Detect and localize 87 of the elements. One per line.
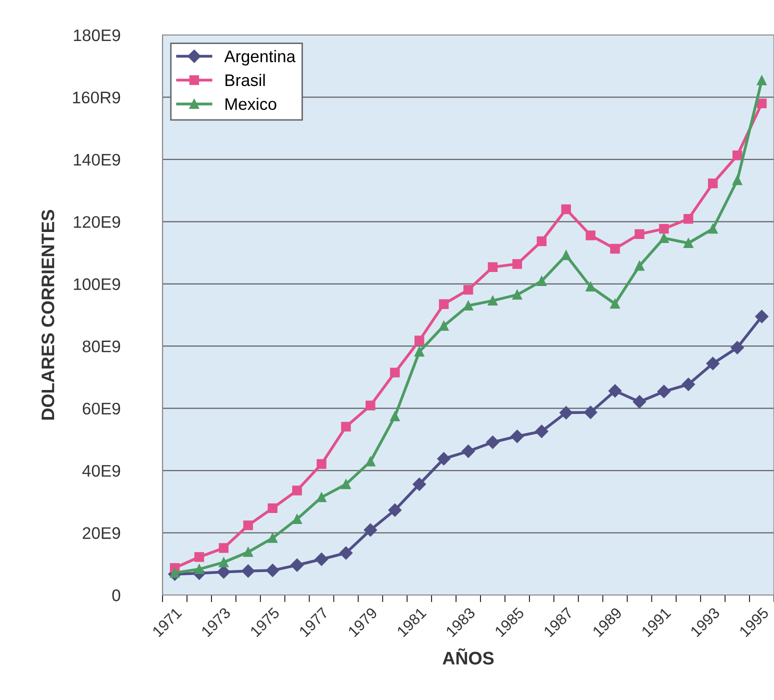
point: [488, 296, 498, 306]
point: [341, 422, 351, 432]
point: [610, 298, 620, 309]
point: [316, 492, 326, 502]
y-tick-label: 160R9: [73, 92, 120, 104]
legend-label: Brasil: [226, 74, 265, 86]
point: [266, 564, 280, 578]
point: [438, 299, 449, 309]
point: [512, 290, 522, 300]
y-tick-label: 60E9: [82, 402, 120, 415]
point: [610, 244, 620, 254]
point: [268, 503, 278, 514]
point: [561, 204, 571, 214]
point: [243, 547, 254, 557]
y-tick-label: 40E9: [82, 464, 120, 477]
point: [488, 262, 498, 272]
point: [536, 236, 547, 246]
point: [659, 233, 669, 244]
point: [170, 568, 180, 578]
point: [608, 384, 622, 398]
point: [437, 452, 450, 466]
y-tick-label: 80E9: [82, 340, 120, 352]
point: [634, 260, 644, 271]
point: [512, 259, 522, 269]
point: [412, 478, 426, 491]
point: [438, 321, 449, 331]
point: [682, 378, 695, 391]
point: [684, 238, 694, 248]
point: [510, 430, 524, 443]
point: [586, 230, 596, 240]
point: [242, 564, 255, 578]
y-tick-label: 0: [112, 589, 120, 602]
point: [341, 479, 351, 490]
point: [364, 523, 378, 537]
x-axis-title: AÑOS: [442, 648, 494, 665]
point: [659, 224, 669, 234]
point: [339, 546, 353, 560]
point: [366, 456, 376, 466]
point: [292, 486, 302, 496]
point: [366, 400, 376, 410]
point: [706, 356, 720, 370]
point: [218, 543, 229, 553]
y-tick-label: 180E9: [74, 29, 120, 42]
point: [414, 336, 424, 346]
point: [243, 520, 254, 530]
y-tick-label: 140E9: [74, 154, 120, 166]
point: [560, 406, 573, 420]
point: [390, 412, 400, 422]
point: [634, 229, 644, 239]
point: [463, 284, 474, 295]
point: [755, 310, 768, 324]
point: [708, 224, 718, 234]
legend-label: Mexico: [226, 98, 276, 110]
point: [535, 424, 548, 438]
point: [218, 557, 229, 568]
point: [314, 552, 328, 566]
point: [414, 346, 424, 357]
y-tick-label: 120E9: [74, 216, 120, 228]
point: [486, 436, 500, 449]
point: [292, 514, 302, 524]
point: [463, 300, 474, 311]
point: [390, 368, 400, 378]
point: [584, 406, 598, 419]
point: [268, 533, 278, 543]
point: [194, 552, 204, 562]
point: [586, 282, 596, 292]
y-tick-label: 100E9: [74, 278, 120, 290]
point: [730, 341, 744, 354]
point: [217, 565, 230, 579]
y-axis-title: DOLARES CORRIENTES: [42, 210, 54, 420]
point: [316, 459, 326, 469]
point: [388, 503, 402, 517]
y-tick-label: 20E9: [82, 527, 120, 539]
point: [194, 564, 204, 574]
point: [756, 98, 767, 108]
legend-label: Argentina: [224, 50, 296, 66]
point: [708, 178, 718, 188]
point: [561, 250, 571, 260]
point: [536, 276, 547, 286]
point: [756, 76, 767, 86]
point: [684, 214, 694, 224]
point: [290, 558, 304, 572]
point: [632, 395, 646, 408]
point: [732, 175, 742, 186]
point: [732, 150, 742, 160]
point: [462, 444, 475, 458]
point: [657, 384, 671, 398]
